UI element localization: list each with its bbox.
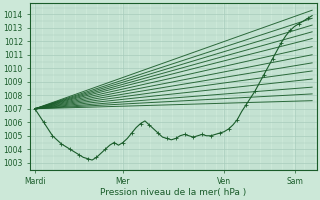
X-axis label: Pression niveau de la mer( hPa ): Pression niveau de la mer( hPa ) bbox=[100, 188, 247, 197]
